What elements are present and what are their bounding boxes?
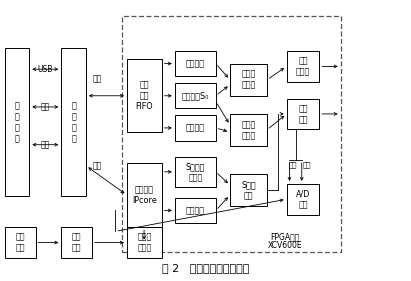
Text: 提取
命令
FIFO: 提取 命令 FIFO [136,80,153,111]
Text: 分频
电路: 分频 电路 [72,232,81,253]
Bar [175,157,216,187]
Text: S模式同
步信号: S模式同 步信号 [186,162,205,182]
Text: 外部
时钟: 外部 时钟 [15,232,25,253]
Bar [61,48,86,196]
Text: S模式
编码: S模式 编码 [241,180,256,200]
Text: 数据: 数据 [93,161,102,170]
Bar [127,227,162,258]
Text: FPGA芯片: FPGA芯片 [271,232,300,241]
Text: USB: USB [37,65,53,74]
Text: 常规模
式编码: 常规模 式编码 [241,120,256,140]
Bar [127,163,162,227]
Bar [230,174,267,206]
Text: 询问模式: 询问模式 [186,123,205,132]
Text: A/D
转换: A/D 转换 [296,189,310,209]
Text: 图 2   编码器信号处理框图: 图 2 编码器信号处理框图 [162,263,249,273]
Text: 数据采集
IPcore: 数据采集 IPcore [132,185,157,205]
Bar [230,64,267,96]
Bar [175,51,216,76]
Bar [175,115,216,140]
Text: 射频
组件: 射频 组件 [298,104,308,124]
Bar [175,198,216,223]
Bar [5,48,29,196]
Bar [286,51,319,82]
Text: 检波: 检波 [303,161,312,167]
Text: 交替方式: 交替方式 [186,59,205,68]
Bar [175,83,216,108]
Bar [5,227,35,258]
Bar [286,184,319,215]
Text: 命令: 命令 [93,74,102,83]
Bar [122,16,341,252]
Text: 同步信号S₀: 同步信号S₀ [182,91,209,100]
Bar [230,114,267,146]
Text: 微
控
制
器: 微 控 制 器 [71,101,76,144]
Bar [127,59,162,132]
Text: 显
控
界
面: 显 控 界 面 [15,101,19,144]
Text: 提取数据: 提取数据 [186,206,205,215]
Text: 串口: 串口 [40,103,50,112]
Text: XCV600E: XCV600E [268,241,302,250]
Bar [61,227,92,258]
Text: 数字
示波器: 数字 示波器 [296,56,310,76]
Text: 线性: 线性 [289,161,297,167]
Text: 常规模
式交替: 常规模 式交替 [241,70,256,90]
Text: 并口: 并口 [40,140,50,149]
Text: 各模块
时钟源: 各模块 时钟源 [137,232,151,253]
Bar [286,99,319,129]
